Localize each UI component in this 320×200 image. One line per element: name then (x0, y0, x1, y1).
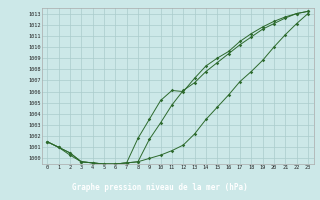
Text: Graphe pression niveau de la mer (hPa): Graphe pression niveau de la mer (hPa) (72, 184, 248, 192)
